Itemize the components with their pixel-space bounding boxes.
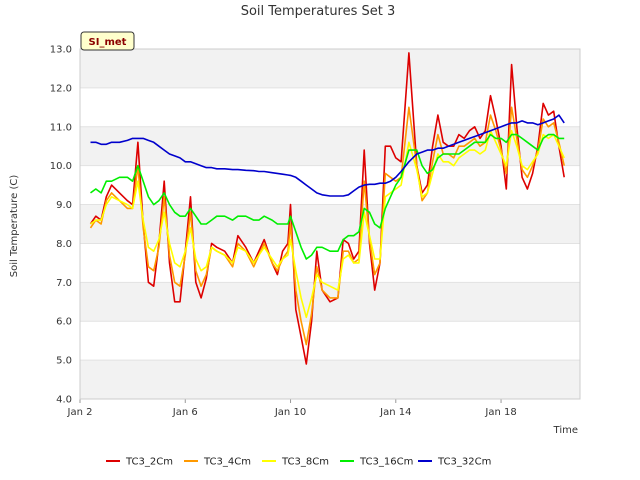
- x-tick-label: Jan 2: [67, 407, 93, 418]
- series-line-tc3-16cm: [90, 133, 565, 260]
- y-tick-label: 11.0: [50, 122, 72, 133]
- badge-label: SI_met: [89, 37, 127, 48]
- x-tick-label: Jan 14: [379, 407, 411, 418]
- legend-label: TC3_4Cm: [203, 457, 251, 468]
- chart-title: Soil Temperatures Set 3: [241, 4, 396, 19]
- station-badge: SI_met: [80, 31, 135, 51]
- legend-label: TC3_16Cm: [359, 457, 413, 468]
- background-band: [80, 126, 580, 166]
- legend: TC3_2Cm TC3_4Cm TC3_8Cm TC3_16Cm TC3_32Cm: [106, 457, 491, 468]
- y-tick-label: 12.0: [50, 83, 72, 94]
- background-band: [80, 49, 580, 88]
- series-line-tc3-32cm: [90, 114, 565, 197]
- y-tick-label: 5.0: [56, 356, 72, 367]
- y-tick-label: 13.0: [50, 45, 72, 56]
- background-band: [80, 360, 580, 399]
- background-bands: [80, 49, 580, 399]
- axes: 4.0 5.0 6.0 7.0 8.0 9.0 10.0 11.0 12.0 13.0 Jan 2 J…: [50, 45, 581, 418]
- y-tick-label: 10.0: [50, 161, 72, 172]
- plot-frame: [79, 48, 581, 400]
- y-tick-label: 8.0: [56, 239, 72, 250]
- y-tick-label: 7.0: [56, 278, 72, 289]
- x-tick-label: Jan 6: [172, 407, 198, 418]
- x-axis-title: Time: [553, 425, 578, 436]
- y-axis-title: Soil Temperature (C): [9, 175, 20, 278]
- badge-box: [80, 31, 135, 51]
- series-lines: [89, 52, 565, 365]
- y-tick-label: 9.0: [56, 200, 72, 211]
- x-tick-label: Jan 10: [274, 407, 306, 418]
- y-tick-label: 6.0: [56, 317, 72, 328]
- x-tick-label: Jan 18: [484, 407, 516, 418]
- legend-label: TC3_8Cm: [281, 457, 329, 468]
- background-band: [80, 204, 580, 244]
- series-line-tc3-2cm: [89, 52, 565, 365]
- series-line-tc3-4cm: [89, 106, 565, 346]
- legend-label: TC3_2Cm: [125, 457, 173, 468]
- y-tick-label: 4.0: [56, 395, 72, 406]
- series-line-tc3-8cm: [90, 129, 565, 319]
- legend-label: TC3_32Cm: [437, 457, 491, 468]
